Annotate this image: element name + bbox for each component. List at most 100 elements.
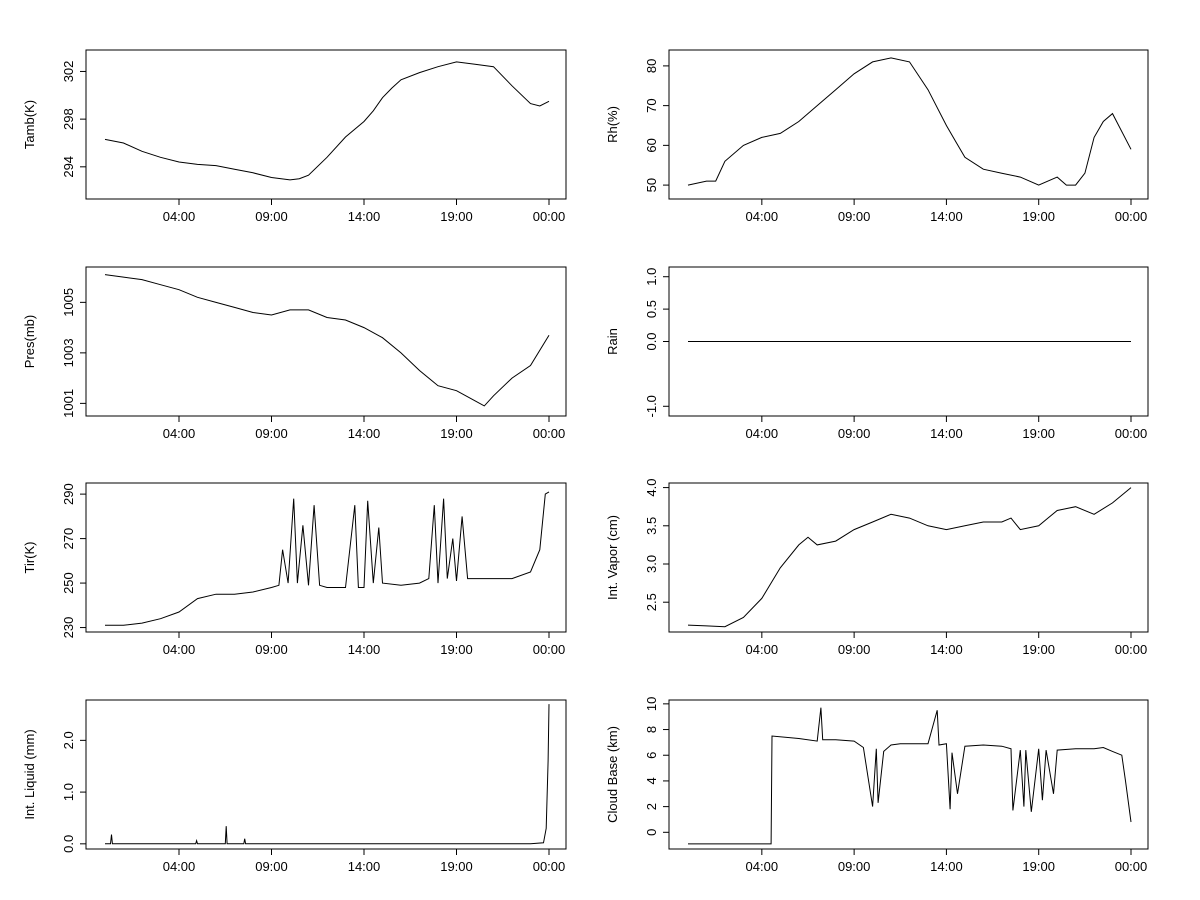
y-tick-label: 1003 [61,338,76,367]
y-tick-label: 0.0 [61,835,76,853]
y-tick-label: 1.0 [644,268,659,286]
y-axis-title: Rain [605,328,620,355]
x-tick-label: 00:00 [533,426,566,441]
x-tick-label: 19:00 [1022,426,1055,441]
x-tick-label: 04:00 [163,859,196,874]
x-tick-label: 00:00 [533,859,566,874]
x-tick-label: 09:00 [838,209,871,224]
y-tick-label: 3.5 [644,517,659,535]
x-tick-label: 00:00 [1115,426,1148,441]
plot-frame [85,482,567,633]
x-tick-label: 09:00 [838,642,871,657]
x-tick-label: 09:00 [255,642,288,657]
y-tick-label: 4 [644,777,659,784]
x-tick-label: 19:00 [440,209,473,224]
y-tick-label: 8 [644,726,659,733]
plot-frame [668,699,1149,850]
x-tick-label: 14:00 [348,209,381,224]
series-line-tir-k [105,491,550,626]
y-axis-title: Int. Vapor (cm) [605,515,620,600]
y-tick-label: 230 [61,617,76,639]
y-tick-label: 6 [644,752,659,759]
y-tick-label: 1.0 [61,783,76,801]
y-tick-label: 294 [61,156,76,178]
plot-frame [85,266,567,417]
x-tick-label: 19:00 [440,426,473,441]
x-tick-label: 09:00 [255,209,288,224]
y-tick-label: 250 [61,572,76,594]
y-axis-title: Rh(%) [605,106,620,143]
y-tick-label: 2.5 [644,593,659,611]
panel-rain: 04:00 09:00 14:00 19:00 00:00 -1.0 0.0 0.5 1.0 Ra… [605,266,1149,441]
y-tick-label: 298 [61,108,76,130]
series-line-tamb-k [104,61,550,181]
plot-frame [85,699,567,850]
y-tick-label: 290 [61,483,76,505]
plot-frame [668,49,1149,200]
x-tick-label: 09:00 [838,859,871,874]
y-axis-title: Tir(K) [22,541,37,573]
x-tick-label: 14:00 [930,426,963,441]
y-axis-title: Int. Liquid (mm) [22,729,37,819]
y-tick-label: 1001 [61,389,76,418]
panel-int-liquid-mm: 04:00 09:00 14:00 19:00 00:00 0.0 1.0 2.0 Int. L… [22,699,567,874]
x-tick-label: 09:00 [838,426,871,441]
x-tick-label: 14:00 [348,426,381,441]
x-tick-label: 19:00 [1022,209,1055,224]
y-tick-label: 60 [644,138,659,152]
series-line-cloud-base-km [688,707,1132,845]
panel-cloud-base-km: 04:00 09:00 14:00 19:00 00:00 0 2 4 6 8 10 Cloud Ba… [605,697,1149,874]
panel-pres-mb: 04:00 09:00 14:00 19:00 00:00 1001 1003 1005 Pre… [22,266,567,441]
y-tick-label: -1.0 [644,395,659,417]
x-tick-label: 04:00 [163,426,196,441]
y-tick-label: 3.0 [644,555,659,573]
y-tick-label: 1005 [61,288,76,317]
panel-rh: 04:00 09:00 14:00 19:00 00:00 50 60 70 80 Rh(%) [605,49,1149,224]
x-tick-label: 00:00 [533,209,566,224]
y-tick-label: 2.0 [61,731,76,749]
x-tick-label: 14:00 [930,859,963,874]
plot-frame [668,482,1149,633]
x-tick-label: 00:00 [533,642,566,657]
series-line-pres-mb [104,274,550,407]
y-tick-label: 80 [644,59,659,73]
series-line-rh [687,57,1132,186]
y-tick-label: 50 [644,178,659,192]
y-tick-label: 302 [61,61,76,83]
y-tick-label: 0 [644,829,659,836]
x-tick-label: 14:00 [348,859,381,874]
y-axis-title: Tamb(K) [22,100,37,149]
y-tick-label: 4.0 [644,479,659,497]
panel-int-vapor-cm: 04:00 09:00 14:00 19:00 00:00 2.5 3.0 3.5 4.0 Int… [605,479,1149,657]
x-tick-label: 14:00 [930,209,963,224]
x-tick-label: 19:00 [440,642,473,657]
x-tick-label: 14:00 [930,642,963,657]
x-tick-label: 04:00 [746,426,779,441]
y-axis-title: Cloud Base (km) [605,726,620,823]
y-tick-label: 0.0 [644,332,659,350]
x-tick-label: 09:00 [255,859,288,874]
panel-tamb-k: 04:00 09:00 14:00 19:00 00:00 294 298 302 Tamb(K… [22,49,567,224]
x-tick-label: 04:00 [746,859,779,874]
series-line-int-vapor-cm [687,487,1132,628]
series-line-int-liquid-mm [105,704,550,845]
y-tick-label: 270 [61,528,76,550]
x-tick-label: 00:00 [1115,209,1148,224]
x-tick-label: 00:00 [1115,859,1148,874]
x-tick-label: 04:00 [163,642,196,657]
x-tick-label: 04:00 [163,209,196,224]
panel-tir-k: 04:00 09:00 14:00 19:00 00:00 230 250 270 290 Tir… [22,482,567,657]
plot-frame [85,49,567,200]
y-tick-label: 10 [644,697,659,711]
x-tick-label: 00:00 [1115,642,1148,657]
x-tick-label: 09:00 [255,426,288,441]
x-tick-label: 19:00 [1022,642,1055,657]
y-tick-label: 2 [644,803,659,810]
y-axis-title: Pres(mb) [22,315,37,368]
x-tick-label: 19:00 [440,859,473,874]
y-tick-label: 70 [644,98,659,112]
x-tick-label: 14:00 [348,642,381,657]
x-tick-label: 04:00 [746,642,779,657]
y-tick-label: 0.5 [644,300,659,318]
